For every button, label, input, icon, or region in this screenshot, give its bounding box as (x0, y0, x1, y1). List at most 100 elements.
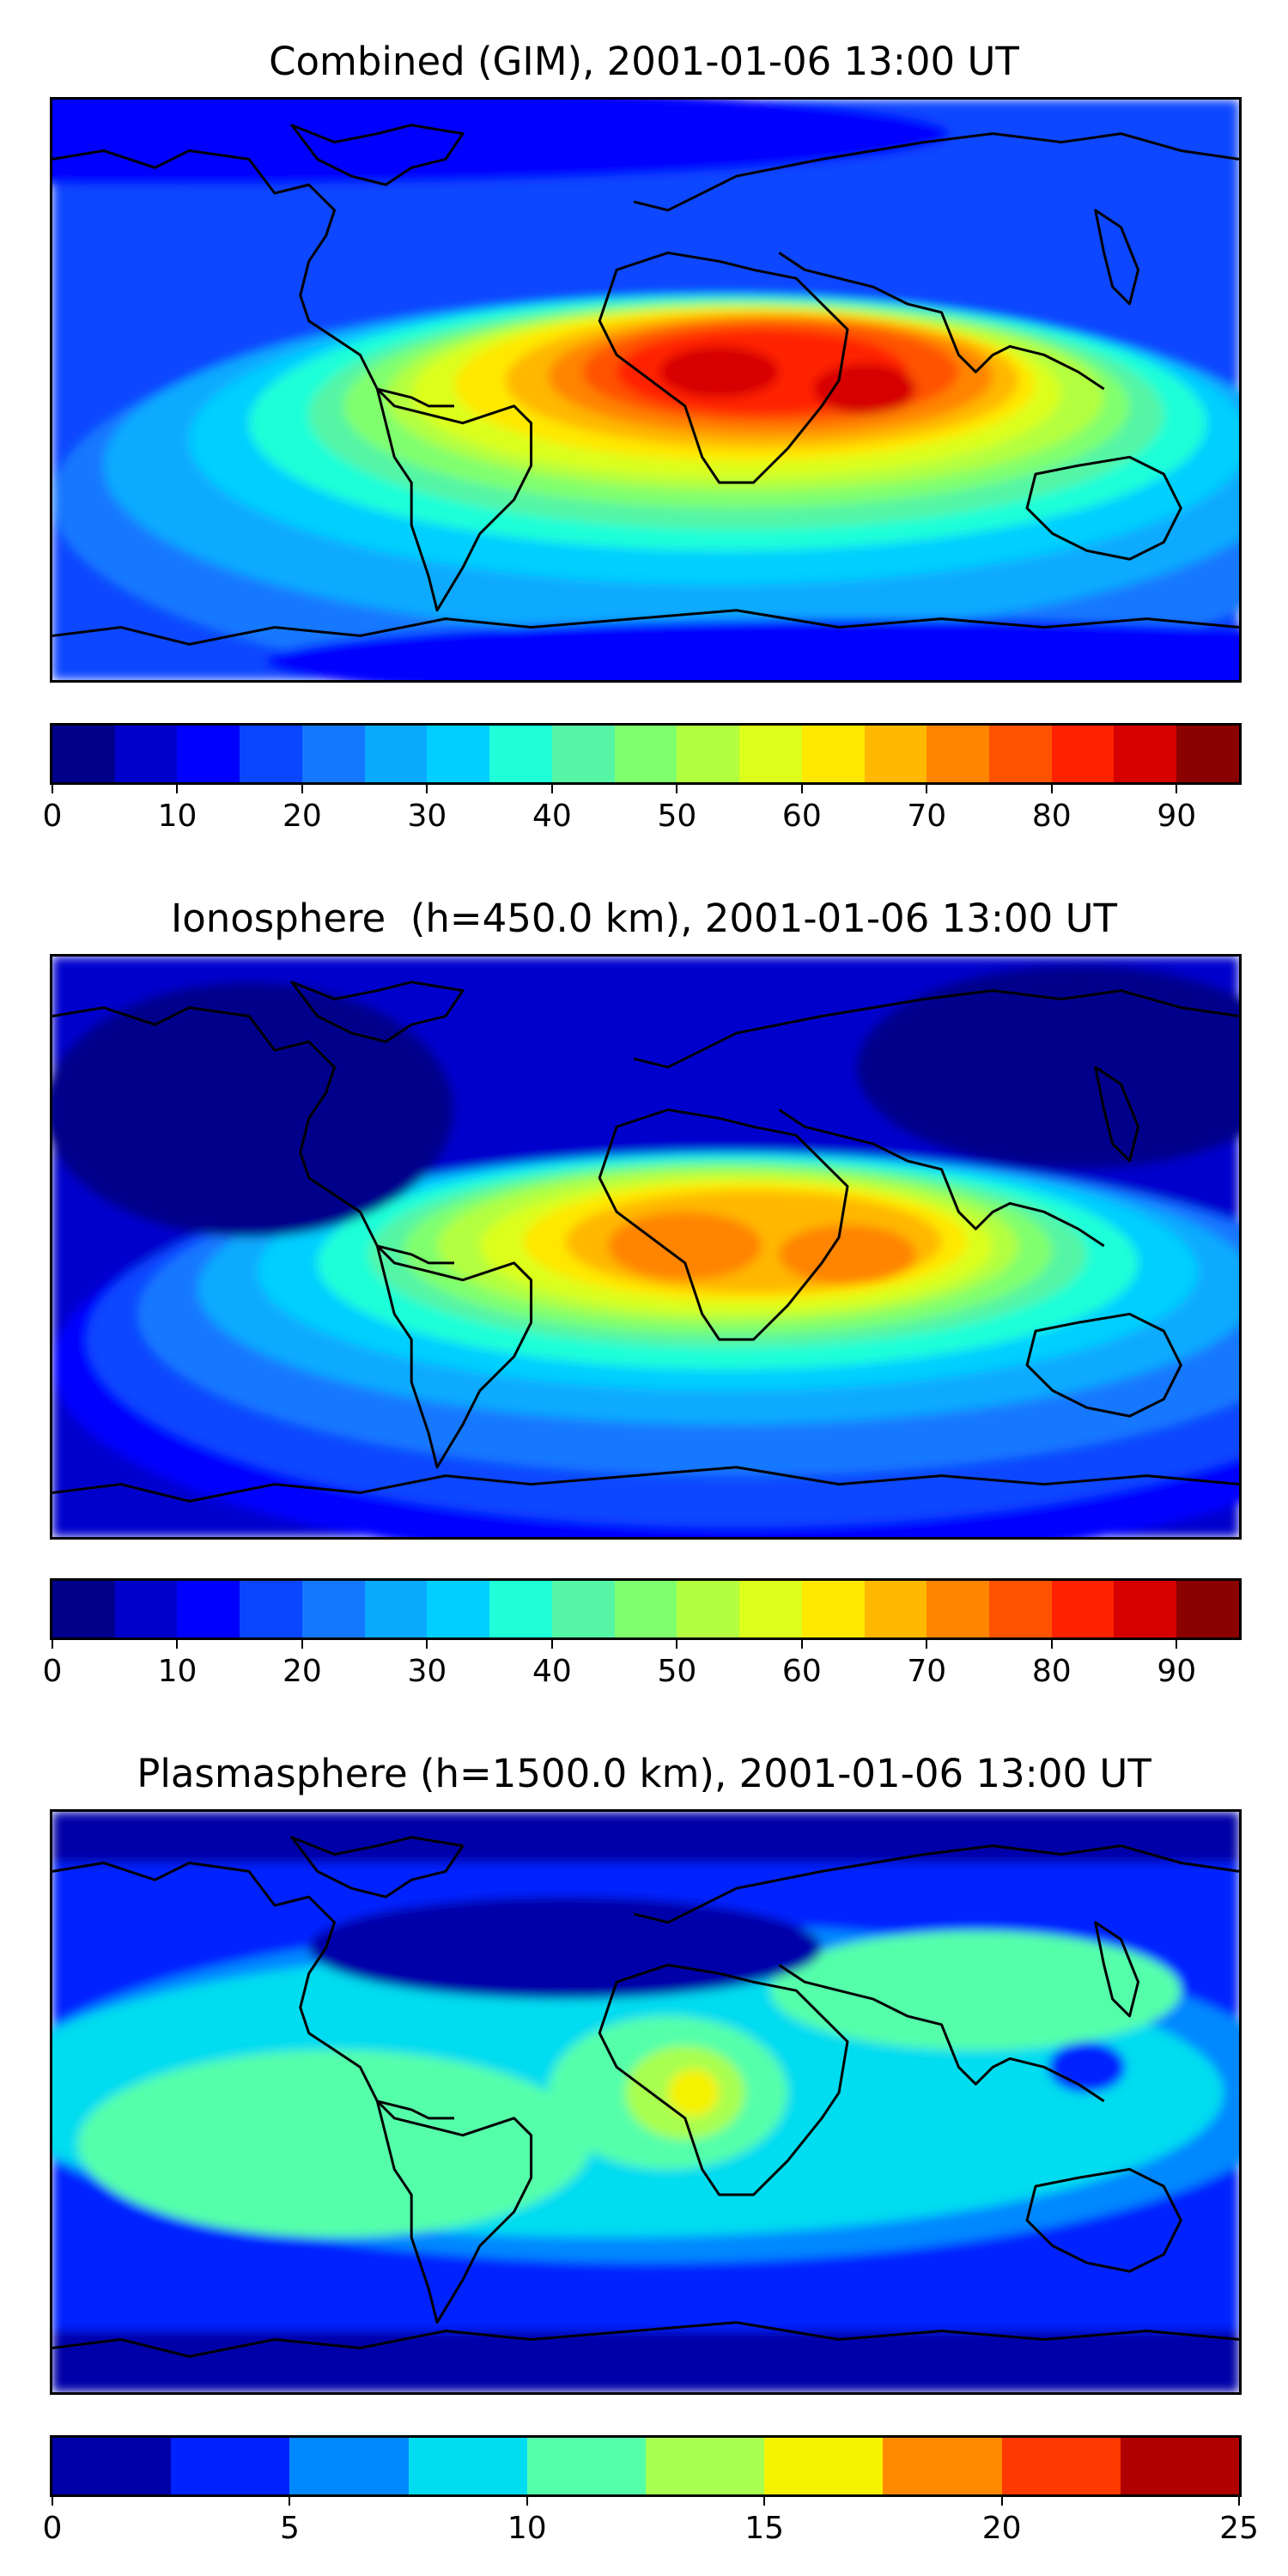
colorbar-tick (763, 2497, 766, 2506)
colorbar-tick (1238, 2497, 1240, 2506)
panel-1-title: Combined (GIM), 2001-01-06 13:00 UT (269, 39, 1019, 84)
colorbar-segment (52, 1581, 115, 1637)
colorbar-segment (927, 1581, 990, 1637)
colorbar-tick (800, 1640, 803, 1649)
colorbar-tick (676, 1640, 678, 1649)
colorbar-tick-label: 15 (744, 2511, 785, 2546)
colorbar-tick-label: 25 (1219, 2511, 1259, 2546)
panel-3-title: Plasmasphere (h=1500.0 km), 2001-01-06 1… (137, 1751, 1151, 1796)
colorbar-tick-label: 0 (42, 799, 63, 834)
colorbar-tick (176, 1640, 179, 1649)
colorbar-tick (52, 1640, 53, 1649)
colorbar-tick (800, 785, 803, 793)
colorbar-tick-label: 20 (283, 1654, 322, 1689)
colorbar-tick (426, 785, 428, 793)
colorbar-segment (1051, 1581, 1115, 1637)
colorbar-segment (364, 1581, 428, 1637)
colorbar-segment (114, 1581, 178, 1637)
colorbar-tick (1050, 785, 1053, 793)
colorbar-tick (1000, 2497, 1003, 2506)
colorbar-tick-label: 40 (532, 1654, 572, 1689)
colorbar-segment (171, 2438, 290, 2494)
colorbar-segment (764, 2438, 884, 2494)
colorbar-tick-label: 90 (1157, 1654, 1197, 1689)
colorbar-tick-label: 80 (1031, 1654, 1072, 1689)
panel-3-colorbar (50, 2435, 1242, 2497)
colorbar-tick-label: 10 (157, 1654, 197, 1689)
colorbar-segment (301, 726, 365, 782)
colorbar-tick (301, 1640, 303, 1649)
colorbar-segment (739, 726, 802, 782)
colorbar-segment (864, 726, 927, 782)
colorbar-tick-label: 60 (781, 799, 822, 834)
colorbar-segment (989, 726, 1052, 782)
colorbar-segment (240, 726, 302, 782)
colorbar-segment (927, 726, 990, 782)
colorbar-tick-label: 50 (657, 799, 697, 834)
colorbar-segment (114, 726, 178, 782)
colorbar-segment (364, 726, 428, 782)
colorbar-segment (989, 1581, 1052, 1637)
colorbar-tick-label: 90 (1157, 799, 1197, 834)
panel-2-colorbar-ticks: 0 10 20 30 40 50 60 70 80 90 (43, 1640, 1242, 1692)
panel-2-map (50, 954, 1242, 1540)
colorbar-segment (1176, 1581, 1239, 1637)
colorbar-segment (739, 1581, 802, 1637)
colorbar-segment (301, 1581, 365, 1637)
panel-3-map (50, 1809, 1242, 2395)
colorbar-segment (864, 1581, 927, 1637)
colorbar-tick (550, 785, 553, 793)
colorbar-tick (1050, 1640, 1053, 1649)
colorbar-tick (52, 2497, 53, 2506)
colorbar-segment (52, 2438, 172, 2494)
colorbar-tick-label: 80 (1031, 799, 1072, 834)
colorbar-segment (614, 726, 677, 782)
colorbar-segment (801, 1581, 865, 1637)
colorbar-segment (1114, 726, 1177, 782)
panel-2-title: Ionosphere (h=450.0 km), 2001-01-06 13:0… (170, 896, 1118, 941)
colorbar-segment (240, 1581, 302, 1637)
colorbar-segment (551, 726, 615, 782)
colorbar-tick (176, 785, 179, 793)
panel-3-colorbar-ticks: 0 5 10 15 20 25 (43, 2497, 1259, 2549)
panel-1-colorbar (50, 723, 1242, 785)
colorbar-tick-label: 20 (981, 2511, 1022, 2546)
colorbar-segment (177, 1581, 240, 1637)
colorbar-tick-label: 5 (279, 2511, 300, 2546)
panel-1-colorbar-ticks: 0 10 20 30 40 50 60 70 80 90 (43, 785, 1242, 836)
panel-2-colorbar (50, 1578, 1242, 1640)
colorbar-segment (427, 1581, 490, 1637)
colorbar-tick (550, 1640, 553, 1649)
colorbar-segment (489, 726, 552, 782)
colorbar-tick (52, 785, 53, 793)
colorbar-tick-label: 70 (907, 799, 947, 834)
colorbar-segment (52, 726, 115, 782)
colorbar-segment (677, 1581, 740, 1637)
colorbar-tick (1176, 1640, 1178, 1649)
colorbar-tick-label: 50 (657, 1654, 697, 1689)
colorbar-tick (301, 785, 303, 793)
colorbar-tick (926, 1640, 928, 1649)
colorbar-tick (526, 2497, 528, 2506)
colorbar-tick-label: 10 (157, 799, 197, 834)
colorbar-segment (801, 726, 865, 782)
colorbar-tick-label: 0 (42, 1654, 63, 1689)
colorbar-tick (426, 1640, 428, 1649)
colorbar-segment (1114, 1581, 1177, 1637)
colorbar-segment (883, 2438, 1002, 2494)
panel-1-map (50, 97, 1242, 683)
colorbar-segment (177, 726, 240, 782)
colorbar-tick-label: 20 (283, 799, 322, 834)
colorbar-segment (1051, 726, 1115, 782)
colorbar-segment (614, 1581, 677, 1637)
colorbar-segment (526, 2438, 647, 2494)
colorbar-tick-label: 70 (907, 1654, 947, 1689)
colorbar-segment (1120, 2438, 1240, 2494)
colorbar-tick-label: 0 (42, 2511, 63, 2546)
colorbar-tick-label: 10 (507, 2511, 547, 2546)
colorbar-tick-label: 30 (407, 799, 447, 834)
colorbar-tick (676, 785, 678, 793)
colorbar-tick-label: 40 (532, 799, 572, 834)
colorbar-segment (677, 726, 740, 782)
colorbar-segment (1176, 726, 1239, 782)
